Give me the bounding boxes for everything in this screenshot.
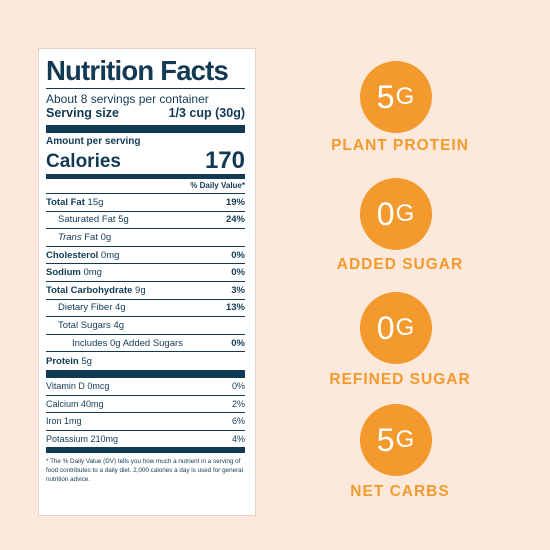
vitamin-dv: 4%: [231, 434, 245, 445]
calories-row: Calories 170: [46, 148, 245, 174]
divider-medium: [46, 448, 245, 454]
nutrient-amount: 5g: [81, 355, 92, 367]
highlight-caption-plant-protein: PLANT PROTEIN: [331, 137, 469, 154]
highlight-caption-added-sugar: ADDED SUGAR: [336, 256, 464, 273]
vitamin-label: Iron 1mg: [46, 416, 82, 427]
badge-unit: G: [395, 426, 416, 453]
nutrient-label: Cholesterol: [46, 249, 99, 261]
nutrient-row-added-sugars: Includes 0g Added Sugars 0%: [46, 335, 245, 353]
badge-unit: G: [395, 314, 416, 341]
nutrient-row-total-sugars: Total Sugars 4g: [46, 317, 245, 335]
nutrient-label: Saturated Fat: [58, 214, 116, 226]
vitamin-row-calcium: Calcium 40mg 2%: [46, 396, 245, 414]
nutrient-amount: 4g: [115, 302, 126, 314]
nutrient-row-cholesterol: Cholesterol 0mg 0%: [46, 247, 245, 265]
nutrient-amount: 0mg: [83, 267, 102, 279]
vitamin-row-vitamin-d: Vitamin D 0mcg 0%: [46, 378, 245, 396]
daily-value-header: % Daily Value*: [46, 179, 245, 194]
vitamin-label: Calcium 40mg: [46, 398, 104, 409]
nutrient-label: Total Fat: [46, 196, 85, 208]
nutrient-amount: 0mg: [100, 249, 120, 261]
nutrient-row-saturated-fat: Saturated Fat 5g 24%: [46, 212, 245, 230]
nutrition-facts-label: Nutrition Facts About 8 servings per con…: [46, 55, 245, 484]
vitamin-row-iron: Iron 1mg 6%: [46, 413, 245, 431]
nutrient-amount: 5g: [118, 214, 129, 226]
nutrient-label: Dietary Fiber: [58, 302, 113, 314]
nutrient-dv: 13%: [225, 302, 245, 314]
vitamin-dv: 6%: [231, 416, 245, 427]
nutrient-amount: 15g: [87, 196, 104, 208]
nutrient-label: Total Sugars: [58, 319, 111, 331]
serving-size-value: 1/3 cup (30g): [168, 106, 245, 120]
badge-unit: G: [395, 83, 416, 110]
nutrient-row-protein: Protein 5g: [46, 352, 245, 370]
vitamin-dv: 0%: [231, 381, 245, 392]
nutrient-dv: 0%: [231, 267, 245, 279]
nutrient-amount: 9g: [135, 284, 146, 296]
highlight-caption-refined-sugar: REFINED SUGAR: [329, 371, 471, 388]
calories-label: Calories: [46, 151, 121, 172]
serving-size-label: Serving size: [46, 106, 119, 120]
nutrient-dv: 0%: [231, 337, 245, 349]
divider-thick: [46, 369, 245, 378]
badge-unit: G: [395, 200, 416, 227]
nutrient-row-total-fat: Total Fat 15g 19%: [46, 194, 245, 212]
highlight-caption-net-carbs: NET CARBS: [350, 483, 450, 500]
nutrient-label: Protein: [46, 355, 79, 367]
daily-value-footnote: * The % Daily Value (DV) tells you how m…: [46, 458, 244, 484]
nutrient-dv: 0%: [231, 249, 245, 261]
servings-per-container: About 8 servings per container: [46, 92, 209, 106]
nutrient-amount: 4g: [113, 319, 125, 331]
nutrient-label: Includes 0g Added Sugars: [72, 337, 183, 349]
vitamin-label: Potassium 210mg: [46, 434, 119, 445]
nutrient-label: Trans: [58, 231, 82, 243]
nutrient-row-sodium: Sodium 0mg 0%: [46, 264, 245, 282]
badge-number: 0: [376, 195, 396, 232]
vitamin-row-potassium: Potassium 210mg 4%: [46, 431, 245, 449]
nutrition-facts-title: Nutrition Facts: [46, 55, 245, 89]
nutrient-row-dietary-fiber: Dietary Fiber 4g 13%: [46, 300, 245, 318]
nutrient-label: Sodium: [46, 267, 81, 279]
nutrient-dv: 19%: [225, 196, 245, 208]
serving-size-row: Serving size 1/3 cup (30g): [46, 106, 245, 121]
calories-value: 170: [204, 147, 245, 174]
badge-number: 0: [376, 309, 396, 346]
divider-medium: [46, 174, 245, 179]
vitamin-dv: 2%: [231, 398, 245, 409]
nutrient-row-total-carbohydrate: Total Carbohydrate 9g 3%: [46, 282, 245, 300]
amount-per-serving: Amount per serving: [46, 136, 141, 147]
badge-number: 5: [376, 78, 396, 115]
nutrient-amount: 0g: [100, 231, 112, 243]
nutrient-label-suffix: Fat: [84, 231, 98, 243]
vitamin-label: Vitamin D 0mcg: [46, 381, 110, 392]
nutrient-dv: 3%: [231, 284, 245, 296]
nutrient-row-trans-fat: Trans Fat 0g: [46, 229, 245, 247]
divider-thick: [46, 125, 245, 133]
badge-number: 5: [376, 421, 396, 458]
nutrient-dv: 24%: [225, 214, 245, 226]
nutrient-label: Total Carbohydrate: [46, 284, 133, 296]
